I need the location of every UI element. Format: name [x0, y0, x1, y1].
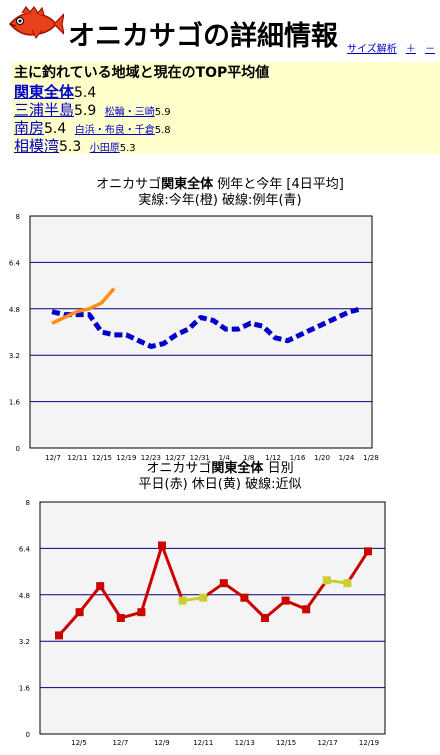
chart2-point [116, 614, 125, 622]
chart2-segment [304, 579, 329, 611]
zoom-in-link[interactable]: ＋ [405, 44, 416, 55]
chart2-point [322, 576, 331, 585]
chart1-x-tick-label: 12/19 [116, 454, 136, 462]
chart1-x-tick-label: 1/28 [363, 454, 379, 462]
region-row-kanto: 関東全体5.4 [14, 81, 96, 102]
chart1-x-tick-label: 1/8 [243, 454, 254, 462]
chart2-x-tick-label: 12/19 [359, 739, 379, 747]
chart1-x-tick-label: 12/15 [92, 454, 112, 462]
chart1-title-prefix: オニカサゴ [96, 177, 162, 192]
chart2-point [343, 579, 352, 588]
chart2-y-tick-label: 0 [26, 731, 30, 739]
chart2-point [240, 593, 249, 602]
chart2-point [158, 541, 166, 550]
region-value: 5.4 [44, 121, 67, 137]
chart2-x-tick-label: 12/9 [154, 739, 170, 747]
chart2-segment [98, 585, 123, 619]
chart2-x-tick-label: 12/17 [317, 739, 337, 747]
region-link-nanbo[interactable]: 南房 [14, 119, 45, 137]
chart2-plot: 0 1.6 3.2 4.8 6.4 8 12/5 12/7 12/9 12/11 12/13 12/1… [19, 499, 386, 747]
chart1-x-tick-label: 12/27 [165, 454, 185, 462]
chart2-segment [160, 544, 185, 602]
chart1-y-tick-label: 6.4 [9, 259, 21, 267]
chart1-x-tick-label: 12/7 [45, 454, 61, 462]
chart1-series-avg [51, 306, 363, 349]
chart2-point [219, 579, 228, 588]
chart2-y-tick-label: 6.4 [19, 545, 31, 553]
header: オニカサゴの詳細情報 サイズ解析 ＋ － [0, 0, 440, 62]
region-value: 5.3 [59, 139, 82, 155]
chart2-title: オニカサゴ関東全体 日別 [0, 460, 440, 477]
chart2-point [281, 596, 290, 605]
chart2-point [96, 582, 105, 591]
subregion-link-odawara[interactable]: 小田原 [89, 143, 120, 154]
chart1-series-cur [51, 287, 116, 325]
chart2-x-tick-label: 12/15 [276, 739, 296, 747]
chart2-point [75, 608, 84, 617]
chart2-point [137, 608, 146, 617]
subregion-value: 5.9 [154, 107, 171, 118]
chart1-subtitle: 実線:今年(橙) 破線:例年(青) [138, 193, 302, 208]
chart2-x-tick-label: 12/7 [113, 739, 129, 747]
chart1-y-tick-label: 4.8 [9, 306, 20, 314]
size-analysis-link[interactable]: サイズ解析 [347, 44, 397, 55]
chart1-x-tick-label: 1/4 [219, 454, 231, 462]
chart2-segment [78, 585, 102, 614]
summary-heading: 主に釣れている地域と現在のTOP平均値 [14, 65, 270, 81]
chart1-x-tick-label: 1/20 [314, 454, 330, 462]
chart2-point [55, 631, 63, 640]
region-value: 5.4 [74, 85, 97, 101]
page-title: オニカサゴの詳細情報 [68, 21, 338, 52]
chart1-y-tick-label: 3.2 [9, 352, 20, 360]
chart1-y-tick-label: 1.6 [9, 399, 21, 407]
zoom-out-link[interactable]: － [425, 44, 436, 55]
chart2-point [364, 547, 372, 556]
chart1-x-tick-label: 12/11 [67, 454, 87, 462]
fish-icon [9, 6, 64, 39]
chart2-title-bold: 関東全体 [211, 461, 264, 476]
subregion-value: 5.3 [119, 143, 136, 154]
region-link-miura[interactable]: 三浦半島 [14, 101, 75, 119]
summary-panel: 主に釣れている地域と現在のTOP平均値 関東全体5.4 三浦半島5.9 松輪・三… [12, 62, 440, 156]
chart1-plot: 0 1.6 3.2 4.8 6.4 8 12/7 12/11 12/15 12/19 12/23 12… [9, 213, 379, 462]
chart1-x-tick-label: 1/24 [339, 454, 355, 462]
chart1-x-tick-label: 12/31 [190, 454, 210, 462]
chart2-y-tick-label: 4.8 [19, 592, 30, 600]
chart2-x-tick-label: 12/11 [193, 739, 213, 747]
chart2-point [178, 596, 187, 605]
chart2-y-tick-label: 3.2 [19, 638, 30, 646]
chart1-x-tick-label: 1/16 [290, 454, 306, 462]
chart2-y-tick-label: 8 [26, 499, 30, 507]
chart1-x-tick-label: 1/12 [265, 454, 281, 462]
chart2-point [261, 614, 269, 622]
header-links: サイズ解析 ＋ － [347, 40, 440, 55]
subregion-value: 5.8 [154, 125, 171, 136]
region-link-kanto[interactable]: 関東全体 [14, 83, 75, 101]
chart1-title-bold: 関東全体 [161, 177, 214, 192]
chart1-y-tick-label: 0 [16, 445, 20, 453]
chart1-y-tick-label: 8 [16, 213, 20, 221]
chart2-title-suffix: 日別 [263, 461, 294, 476]
chart2-plot-area [39, 501, 386, 735]
region-link-sagami[interactable]: 相模湾 [14, 137, 60, 155]
chart1-title-suffix: 例年と今年 [4日平均] [213, 177, 344, 192]
chart2-title-prefix: オニカサゴ [146, 461, 212, 476]
chart2-point [199, 593, 208, 602]
chart2-segment [346, 550, 370, 585]
chart2-x-tick-label: 12/13 [235, 739, 255, 747]
region-value: 5.9 [74, 103, 97, 119]
region-row-nanbo: 南房5.4 白浜・布良・千倉5.8 [14, 117, 171, 138]
subregion-link-matsuwa[interactable]: 松輪・三崎 [104, 107, 155, 118]
chart1-plot-area [29, 215, 373, 449]
subregion-link-shirahama[interactable]: 白浜・布良・千倉 [74, 125, 155, 136]
chart2-x-tick-label: 12/5 [71, 739, 87, 747]
region-row-sagami: 相模湾5.3 小田原5.3 [14, 135, 136, 156]
chart2-subtitle: 平日(赤) 休日(黄) 破線:近似 [138, 477, 302, 492]
chart1-title: オニカサゴ関東全体 例年と今年 [4日平均] [0, 176, 440, 193]
chart2-point [302, 605, 311, 614]
chart2-y-tick-label: 1.6 [19, 685, 31, 693]
region-row-miura: 三浦半島5.9 松輪・三崎5.9 [14, 99, 171, 120]
chart1-x-tick-label: 12/23 [141, 454, 161, 462]
chart2-segment [139, 545, 164, 613]
